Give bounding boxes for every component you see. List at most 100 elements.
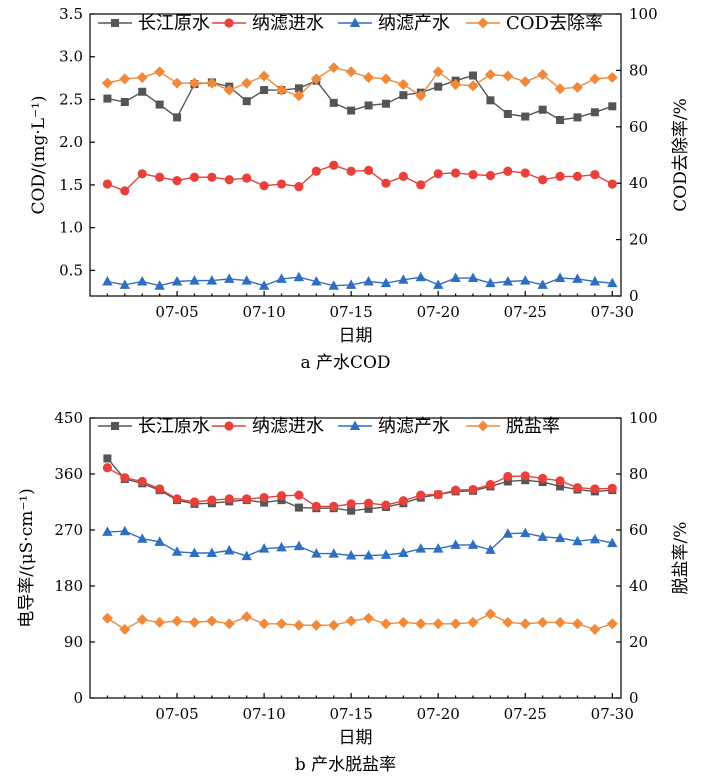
a-data-point xyxy=(485,170,496,181)
a-data-point xyxy=(102,275,113,286)
a-legend-label: 长江原水 xyxy=(138,13,210,34)
b-data-point xyxy=(224,494,234,504)
b-data-point xyxy=(416,490,426,500)
a-data-point xyxy=(276,84,288,96)
b-data-point xyxy=(259,493,269,503)
b-data-point xyxy=(189,497,200,507)
a-series-line xyxy=(107,74,613,121)
b-data-point xyxy=(241,550,252,561)
b-data-point xyxy=(538,473,548,483)
b-data-point xyxy=(450,618,462,630)
b-data-point xyxy=(554,532,566,543)
a-y2tick-label: 20 xyxy=(629,231,648,249)
a-data-point xyxy=(432,279,444,289)
b-series-line xyxy=(107,530,613,557)
a-data-point xyxy=(137,169,147,179)
b-series-1 xyxy=(102,463,617,511)
a-data-point xyxy=(242,97,251,106)
a-data-point xyxy=(363,275,374,286)
a-data-point xyxy=(345,279,357,289)
a-data-point xyxy=(502,275,514,286)
a-data-point xyxy=(155,100,164,109)
a-data-point xyxy=(276,179,287,189)
b-data-point xyxy=(467,539,479,549)
b-ytick-label: 450 xyxy=(54,409,83,427)
b-data-point xyxy=(485,479,496,490)
a-data-point xyxy=(572,171,583,181)
a-data-point xyxy=(258,70,270,82)
a-data-point xyxy=(294,84,303,93)
a-data-point xyxy=(467,272,479,283)
a-data-point xyxy=(138,87,147,96)
b-legend-label: 脱盐率 xyxy=(506,416,560,437)
b-data-point xyxy=(380,618,392,630)
b-data-point xyxy=(433,489,443,500)
b-legend-label: 纳滤产水 xyxy=(378,416,450,437)
b-data-point xyxy=(450,539,461,549)
b-data-point xyxy=(136,614,148,626)
a-data-point xyxy=(590,108,599,117)
a-data-point xyxy=(589,275,601,286)
a-series-2 xyxy=(102,271,618,290)
b-data-point xyxy=(432,543,444,553)
b-caption: b 产水脱盐率 xyxy=(295,755,396,775)
b-data-point xyxy=(554,616,566,628)
b-data-point xyxy=(467,616,479,628)
a-data-point xyxy=(397,79,409,90)
b-data-point xyxy=(172,494,182,504)
a-y2tick-label: 40 xyxy=(629,174,648,192)
b-data-point xyxy=(468,484,478,495)
b-ytick-label: 180 xyxy=(54,577,83,595)
b-data-point xyxy=(154,536,165,546)
b-data-point xyxy=(294,503,303,512)
b-data-point xyxy=(347,506,356,515)
a-data-point xyxy=(521,112,530,121)
a-xlabel: 日期 xyxy=(339,326,373,346)
b-data-point xyxy=(242,494,252,504)
b-xtick-label: 07-20 xyxy=(417,705,460,723)
a-legend-label: 纳滤产水 xyxy=(378,13,450,34)
a-data-point xyxy=(364,101,373,110)
a-data-point xyxy=(329,98,338,107)
a-data-point xyxy=(328,62,340,74)
b-legend-marker xyxy=(477,420,489,432)
b-data-point xyxy=(258,618,270,630)
b-data-point xyxy=(502,528,514,538)
a-data-point xyxy=(572,273,583,283)
a-data-point xyxy=(607,179,617,189)
b-ylabel: 电导率/(μS·cm⁻¹) xyxy=(17,488,37,628)
b-data-point xyxy=(102,526,113,536)
a-data-point xyxy=(485,277,496,288)
a-data-point xyxy=(311,275,322,286)
a-data-point xyxy=(503,166,513,176)
a-data-point xyxy=(328,280,339,290)
b-data-point xyxy=(415,618,427,630)
a-legend: 长江原水 纳滤进水 纳滤产水 COD去除率 xyxy=(98,13,603,34)
a-data-point xyxy=(415,90,427,102)
a-data-point xyxy=(608,102,617,111)
a-data-point xyxy=(363,71,375,83)
b-data-point xyxy=(276,541,287,552)
a-data-point xyxy=(590,170,600,180)
b-data-point xyxy=(311,501,321,511)
a-data-point xyxy=(119,279,131,289)
a-data-point xyxy=(206,275,218,285)
b-data-point xyxy=(519,618,531,630)
b-data-point xyxy=(155,484,165,494)
b-legend-label: 纳滤进水 xyxy=(252,416,324,437)
b-data-point xyxy=(258,543,270,553)
a-data-point xyxy=(103,94,112,103)
b-data-point xyxy=(502,616,514,628)
b-data-point xyxy=(223,618,235,630)
b-data-point xyxy=(171,615,183,627)
b-data-point xyxy=(137,476,147,487)
b-data-point xyxy=(102,463,113,473)
a-y2tick-label: 0 xyxy=(629,287,639,305)
b-y2tick-label: 100 xyxy=(629,409,658,427)
b-data-point xyxy=(206,547,218,558)
b-data-point xyxy=(571,618,583,630)
a-caption: a 产水COD xyxy=(300,353,390,373)
a-legend-marker xyxy=(349,17,361,27)
b-data-point xyxy=(311,548,322,558)
a-data-point xyxy=(346,166,356,176)
